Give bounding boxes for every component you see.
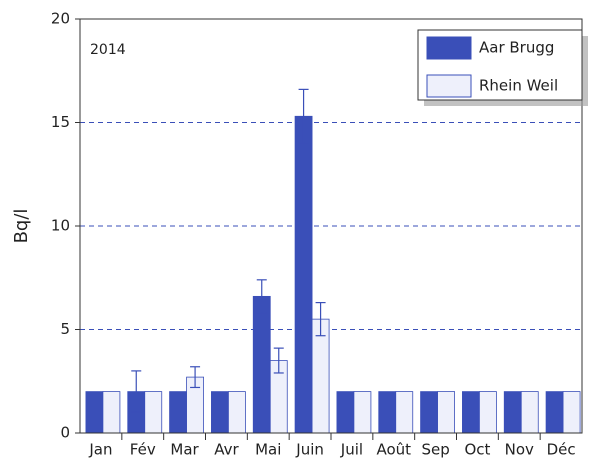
bar [503, 391, 522, 434]
bar [378, 391, 397, 434]
x-tick-label: Avr [214, 441, 239, 459]
error-bar [298, 88, 309, 144]
error-bar [256, 279, 267, 314]
bar [294, 115, 313, 434]
y-tick-label: 5 [60, 320, 70, 338]
x-tick-label: Mai [255, 441, 281, 459]
bar [169, 391, 187, 434]
annotation: 2014 [90, 42, 126, 58]
bar [479, 391, 497, 434]
bar [102, 391, 121, 434]
x-tick-label: Déc [547, 441, 576, 459]
bar [144, 391, 163, 434]
x-tick-label: Sep [421, 441, 449, 459]
bar [395, 391, 414, 434]
plot-frame [79, 18, 583, 434]
bar [252, 295, 271, 434]
error-bar [315, 301, 326, 337]
x-tick-label: Jan [88, 441, 112, 459]
legend-swatch [426, 36, 472, 60]
x-tick-label: Oct [464, 441, 490, 459]
x-tick-label: Juin [295, 441, 324, 459]
y-tick-label: 10 [51, 217, 70, 235]
bar [211, 391, 229, 434]
bar [85, 391, 104, 434]
x-tick-label: Août [376, 441, 411, 459]
error-bar [273, 347, 284, 374]
error-bar [190, 366, 201, 389]
bar [437, 391, 455, 434]
y-tick-label: 20 [51, 10, 70, 28]
y-tick-label: 15 [51, 113, 70, 131]
bar [336, 391, 355, 434]
x-tick-label: Nov [505, 441, 534, 459]
error-bar [131, 370, 142, 413]
y-tick-label: 0 [60, 424, 70, 442]
x-tick-label: Mar [170, 441, 199, 459]
bar [353, 391, 372, 434]
bar [228, 391, 246, 434]
bar [520, 391, 539, 434]
y-axis-label: Bq/l [11, 209, 32, 244]
legend-label: Aar Brugg [479, 39, 554, 57]
bar [462, 391, 480, 434]
bar [545, 391, 564, 434]
bar [420, 391, 438, 434]
x-tick-label: Juil [340, 441, 363, 459]
x-tick-label: Fév [130, 441, 156, 459]
legend-label: Rhein Weil [479, 77, 558, 95]
legend-swatch [426, 74, 472, 98]
bar [562, 391, 581, 434]
